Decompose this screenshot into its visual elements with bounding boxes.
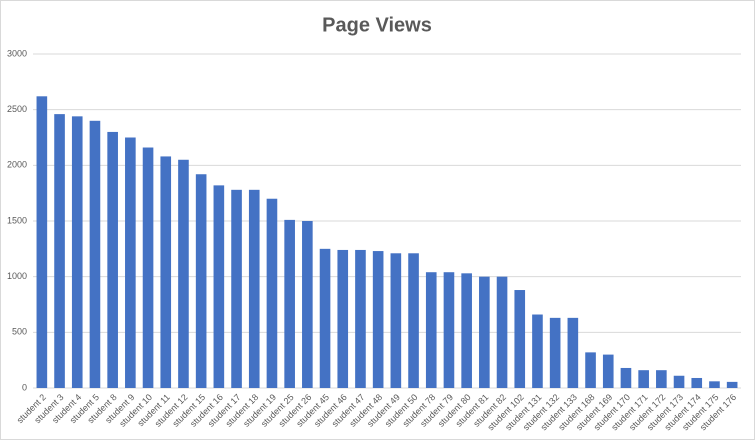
bar — [195, 174, 207, 388]
bar — [160, 156, 172, 388]
bar — [532, 314, 543, 388]
bar — [408, 253, 419, 388]
chart-title: Page Views — [322, 14, 432, 36]
bar — [567, 317, 579, 388]
y-tick-label: 2000 — [7, 160, 27, 170]
bar — [390, 253, 402, 388]
bar — [248, 189, 260, 388]
y-tick-label: 1500 — [7, 215, 27, 225]
bar — [673, 375, 685, 388]
bar — [709, 381, 720, 388]
bar — [71, 116, 83, 388]
bar — [213, 185, 225, 388]
y-tick-label: 2500 — [7, 104, 27, 114]
bar — [178, 159, 189, 388]
y-tick-label: 1000 — [7, 271, 27, 281]
bar — [89, 120, 101, 389]
bar — [585, 352, 596, 388]
bar — [107, 131, 118, 388]
bar — [425, 272, 437, 388]
bar — [266, 198, 278, 388]
bar — [372, 251, 384, 388]
bar — [479, 276, 490, 388]
bar — [691, 377, 703, 388]
bar — [231, 189, 242, 388]
y-tick-label: 3000 — [7, 48, 27, 58]
bar — [142, 147, 154, 388]
bar — [461, 273, 472, 388]
bar — [549, 317, 561, 388]
bar — [496, 276, 508, 388]
bar — [54, 114, 65, 389]
bar — [125, 137, 136, 388]
bar — [656, 370, 667, 388]
bar — [319, 248, 331, 388]
y-tick-label: 0 — [22, 382, 27, 392]
bar — [337, 249, 349, 388]
bar — [355, 249, 366, 388]
bar — [284, 219, 295, 388]
bar — [726, 381, 738, 388]
bar — [36, 96, 48, 388]
bar — [602, 354, 614, 388]
bar — [302, 221, 313, 388]
bar — [638, 370, 649, 388]
bar — [514, 290, 526, 388]
bar — [443, 272, 455, 388]
y-tick-label: 500 — [12, 327, 27, 337]
bar — [620, 367, 632, 388]
